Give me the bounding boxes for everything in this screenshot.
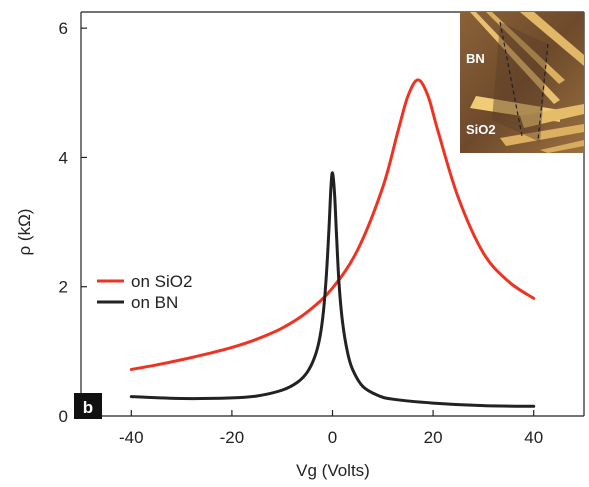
inset-label-bn: BN <box>466 51 485 66</box>
x-tick-label-2: 0 <box>328 428 337 447</box>
x-tick-label-3: 20 <box>424 428 443 447</box>
x-tick-label-4: 40 <box>524 428 543 447</box>
y-axis-label: ρ (kΩ) <box>15 209 34 256</box>
series-line-sio2 <box>129 78 536 371</box>
panel-label: b <box>74 393 102 419</box>
svg-text:b: b <box>83 398 93 417</box>
legend-label-bn: on BN <box>131 293 178 312</box>
legend-label-sio2: on SiO2 <box>131 272 192 291</box>
inset-micrograph: BN SiO2 <box>460 12 584 153</box>
x-axis-label: Vg (Volts) <box>296 461 370 480</box>
y-tick-label-0: 0 <box>59 407 68 426</box>
tick-labels: -40 -20 0 20 40 0 2 4 6 <box>59 19 544 447</box>
x-tick-label-0: -40 <box>119 428 144 447</box>
inset-label-sio2: SiO2 <box>466 122 496 137</box>
y-tick-label-3: 6 <box>59 19 68 38</box>
legend: on SiO2 on BN <box>97 272 192 312</box>
series-layer <box>129 78 536 408</box>
x-tick-label-1: -20 <box>220 428 245 447</box>
y-tick-label-1: 2 <box>59 278 68 297</box>
series-line-bn <box>129 171 536 408</box>
y-tick-label-2: 4 <box>59 148 68 167</box>
